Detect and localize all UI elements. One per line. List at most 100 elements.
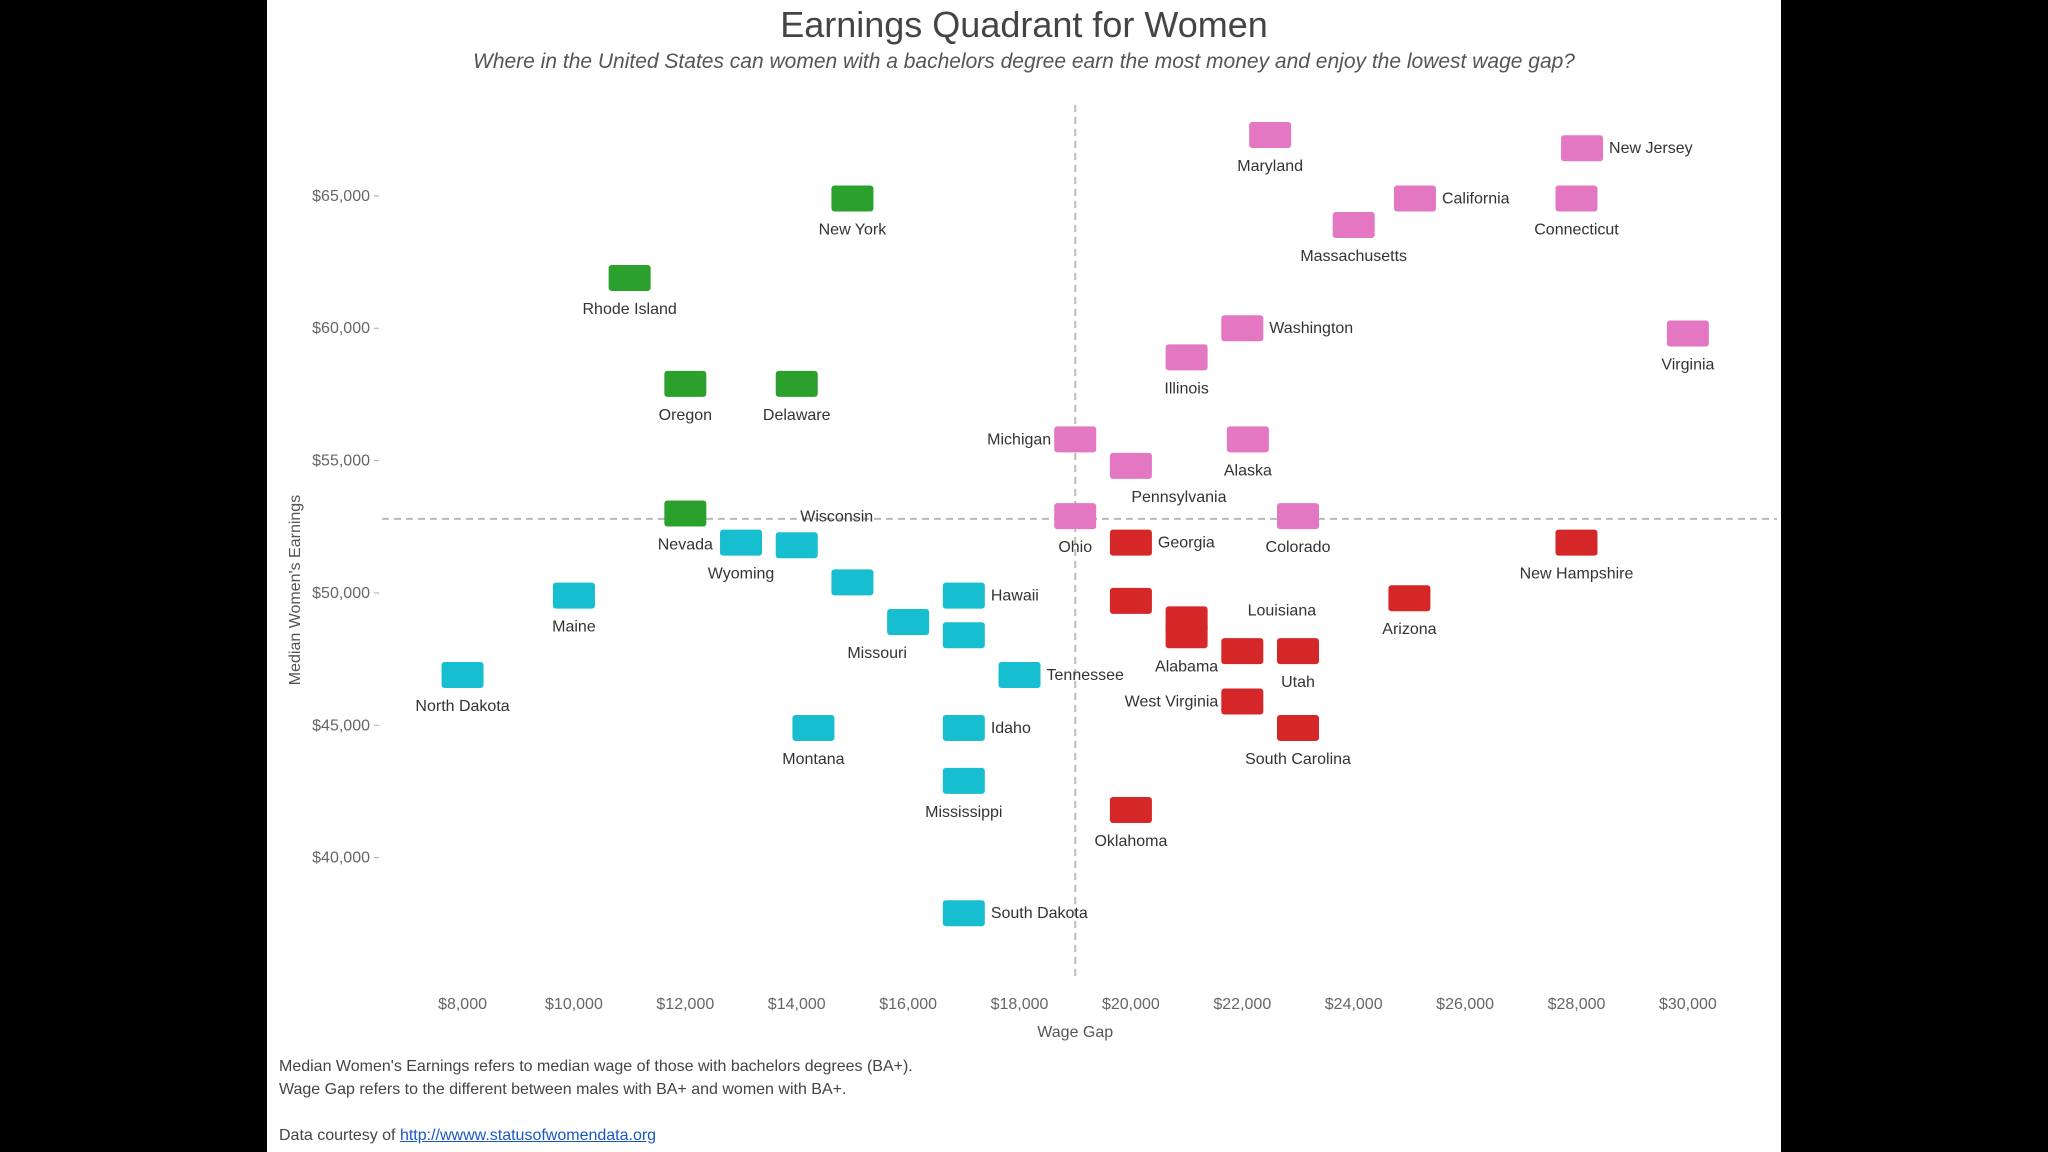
state-marker-south-dakota[interactable] [942,900,985,927]
x-tick-label: $8,000 [438,996,487,1013]
state-label-rhode-island: Rhode Island [582,301,676,318]
state-marker-oklahoma[interactable] [1109,797,1152,823]
state-marker-arizona[interactable] [1388,585,1431,612]
y-tick-label: $40,000 [312,850,370,867]
state-label-pennsylvania: Pennsylvania [1131,489,1226,506]
x-tick-label: $24,000 [1325,996,1383,1013]
state-marker-massachusetts[interactable] [1332,212,1375,238]
state-label-new-york: New York [819,222,888,239]
state-marker-north-dakota[interactable] [441,662,484,688]
state-marker-delaware[interactable] [775,370,818,397]
state-marker-texas[interactable] [1109,587,1152,614]
state-marker-maine[interactable] [552,582,595,609]
state-label-wisconsin: Wisconsin [800,508,873,525]
state-label-ohio: Ohio [1058,539,1092,556]
state-marker-wyoming[interactable] [720,529,763,556]
y-axis-title: Median Women's Earnings [287,495,304,685]
state-label-massachusetts: Massachusetts [1300,248,1407,265]
state-marker-oregon[interactable] [664,370,707,397]
state-marker-maryland[interactable] [1249,122,1292,148]
state-label-idaho: Idaho [991,720,1031,737]
state-label-colorado: Colorado [1266,539,1331,556]
x-tick-label: $30,000 [1659,996,1717,1013]
x-tick-label: $10,000 [545,996,603,1013]
state-marker-kentucky[interactable] [942,622,985,649]
state-label-missouri: Missouri [847,645,907,662]
state-marker-wisconsin[interactable] [775,532,818,559]
state-marker-colorado[interactable] [1277,503,1320,530]
state-marker-new-jersey[interactable] [1561,135,1604,162]
state-marker-ohio[interactable] [1054,503,1097,530]
state-marker-alabama[interactable] [1165,622,1208,649]
state-label-new-jersey: New Jersey [1609,140,1693,157]
state-label-california: California [1442,191,1510,208]
state-marker-idaho[interactable] [942,714,985,741]
state-marker-california[interactable] [1393,185,1436,212]
state-marker-new-mexico[interactable] [1221,638,1264,665]
state-marker-west-virginia[interactable] [1221,688,1264,715]
state-label-louisiana: Louisiana [1248,602,1317,619]
state-marker-south-carolina[interactable] [1277,714,1320,741]
state-label-utah: Utah [1281,674,1315,691]
state-label-hawaii: Hawaii [991,588,1039,605]
state-marker-utah[interactable] [1277,638,1320,665]
state-label-south-dakota: South Dakota [991,905,1088,922]
state-label-virginia: Virginia [1661,357,1714,374]
y-tick-label: $60,000 [312,320,370,337]
x-tick-label: $22,000 [1213,996,1271,1013]
state-label-arizona: Arizona [1382,621,1436,638]
state-marker-michigan[interactable] [1054,426,1097,453]
state-marker-new-hampshire[interactable] [1555,529,1598,556]
state-marker-alaska[interactable] [1226,426,1269,453]
footnote-credit: Data courtesy of http://wwww.statusofwom… [279,1127,656,1145]
state-marker-mississippi[interactable] [942,767,985,794]
footnote-earnings: Median Women's Earnings refers to median… [279,1058,913,1075]
state-label-south-carolina: South Carolina [1245,751,1351,768]
state-marker-hawaii[interactable] [942,582,985,609]
x-tick-label: $16,000 [879,996,937,1013]
state-label-maryland: Maryland [1237,158,1303,175]
state-label-alabama: Alabama [1155,658,1218,675]
y-tick-label: $50,000 [312,585,370,602]
y-tick-label: $65,000 [312,188,370,205]
state-marker-illinois[interactable] [1165,344,1208,371]
state-marker-washington[interactable] [1221,315,1264,342]
data-source-link[interactable]: http://wwww.statusofwomendata.org [399,1127,657,1144]
state-marker-connecticut[interactable] [1555,185,1598,212]
state-marker-georgia[interactable] [1109,529,1152,556]
state-label-michigan: Michigan [987,431,1051,448]
state-label-tennessee: Tennessee [1047,667,1124,684]
state-marker-nevada[interactable] [664,500,707,527]
state-label-mississippi: Mississippi [925,804,1002,821]
state-label-delaware: Delaware [763,407,831,424]
x-tick-label: $28,000 [1548,996,1606,1013]
state-marker-virginia[interactable] [1666,320,1709,347]
x-axis-title: Wage Gap [1037,1024,1113,1041]
state-label-alaska: Alaska [1224,462,1272,479]
state-marker-tennessee[interactable] [998,662,1041,688]
state-label-nevada: Nevada [658,537,713,554]
credit-prefix: Data courtesy of [279,1127,400,1144]
state-label-illinois: Illinois [1164,380,1208,397]
scatter-chart: $40,000 $45,000 $50,000 $55,000 $60,000 $65,0… [287,105,1777,1041]
state-label-connecticut: Connecticut [1534,222,1619,239]
state-label-maine: Maine [552,619,596,636]
state-marker-missouri[interactable] [887,609,930,636]
footnote-wage-gap: Wage Gap refers to the different between… [279,1081,847,1098]
state-label-oklahoma: Oklahoma [1094,833,1167,850]
state-label-new-hampshire: New Hampshire [1520,566,1634,583]
chart-subtitle: Where in the United States can women wit… [473,50,1575,73]
state-label-georgia: Georgia [1158,535,1215,552]
state-marker-pennsylvania[interactable] [1109,452,1152,479]
state-marker-montana[interactable] [792,714,835,741]
chart-panel: Earnings Quadrant for Women Where in the… [267,0,1781,1152]
state-marker-minnesota[interactable] [831,569,874,596]
state-marker-new-york[interactable] [831,185,874,212]
y-tick-label: $45,000 [312,717,370,734]
chart-title: Earnings Quadrant for Women [780,4,1268,45]
x-tick-label: $14,000 [768,996,826,1013]
state-label-oregon: Oregon [659,407,712,424]
y-tick-label: $55,000 [312,453,370,470]
state-label-west-virginia: West Virginia [1125,693,1219,710]
state-marker-rhode-island[interactable] [608,264,651,291]
